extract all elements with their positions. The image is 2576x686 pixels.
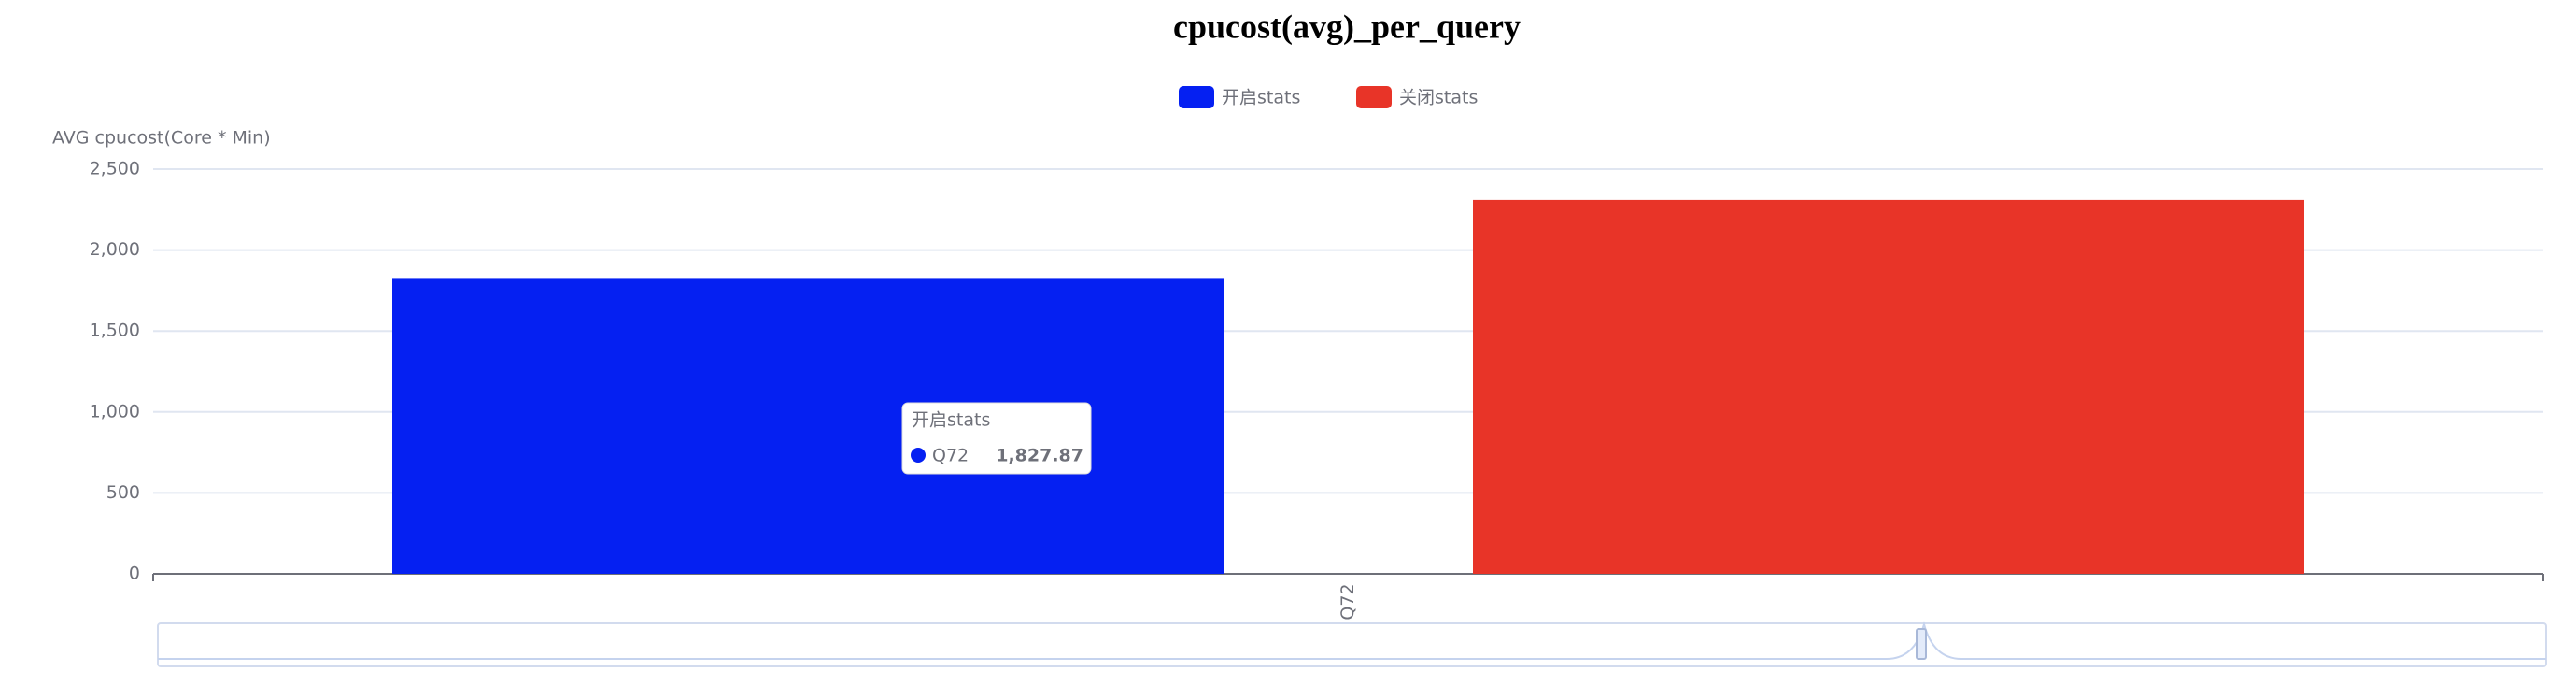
y-tick-label: 1,500 xyxy=(90,321,140,341)
tooltip-value: 1,827.87 xyxy=(996,446,1083,466)
tooltip-category: Q72 xyxy=(932,446,969,466)
slider-track[interactable] xyxy=(157,622,2547,667)
y-tick-label: 500 xyxy=(106,482,140,503)
tooltip-box xyxy=(901,402,1092,475)
chart-title: cpucost(avg)_per_query xyxy=(1173,7,1521,45)
legend-label[interactable]: 开启stats xyxy=(1222,88,1300,108)
y-axis-label: AVG cpucost(Core * Min) xyxy=(52,128,271,149)
bar xyxy=(392,278,1224,574)
tooltip: 开启stats Q72 1,827.87 xyxy=(901,402,1092,475)
legend-label[interactable]: 关闭stats xyxy=(1399,88,1478,108)
legend-swatch xyxy=(1356,86,1392,108)
x-tick-label: Q72 xyxy=(1338,583,1358,620)
y-tick-label: 2,500 xyxy=(90,159,140,179)
bar xyxy=(1473,199,2304,574)
slider-handle[interactable] xyxy=(1916,628,1927,660)
tooltip-marker xyxy=(911,448,926,463)
y-tick-label: 1,000 xyxy=(90,401,140,422)
y-tick-label: 2,000 xyxy=(90,239,140,260)
data-zoom-slider[interactable] xyxy=(157,621,2547,667)
legend-swatch xyxy=(1179,86,1214,108)
slider-preview xyxy=(158,621,2546,660)
tooltip-title: 开启stats xyxy=(912,410,990,431)
y-tick-label: 0 xyxy=(129,564,140,584)
